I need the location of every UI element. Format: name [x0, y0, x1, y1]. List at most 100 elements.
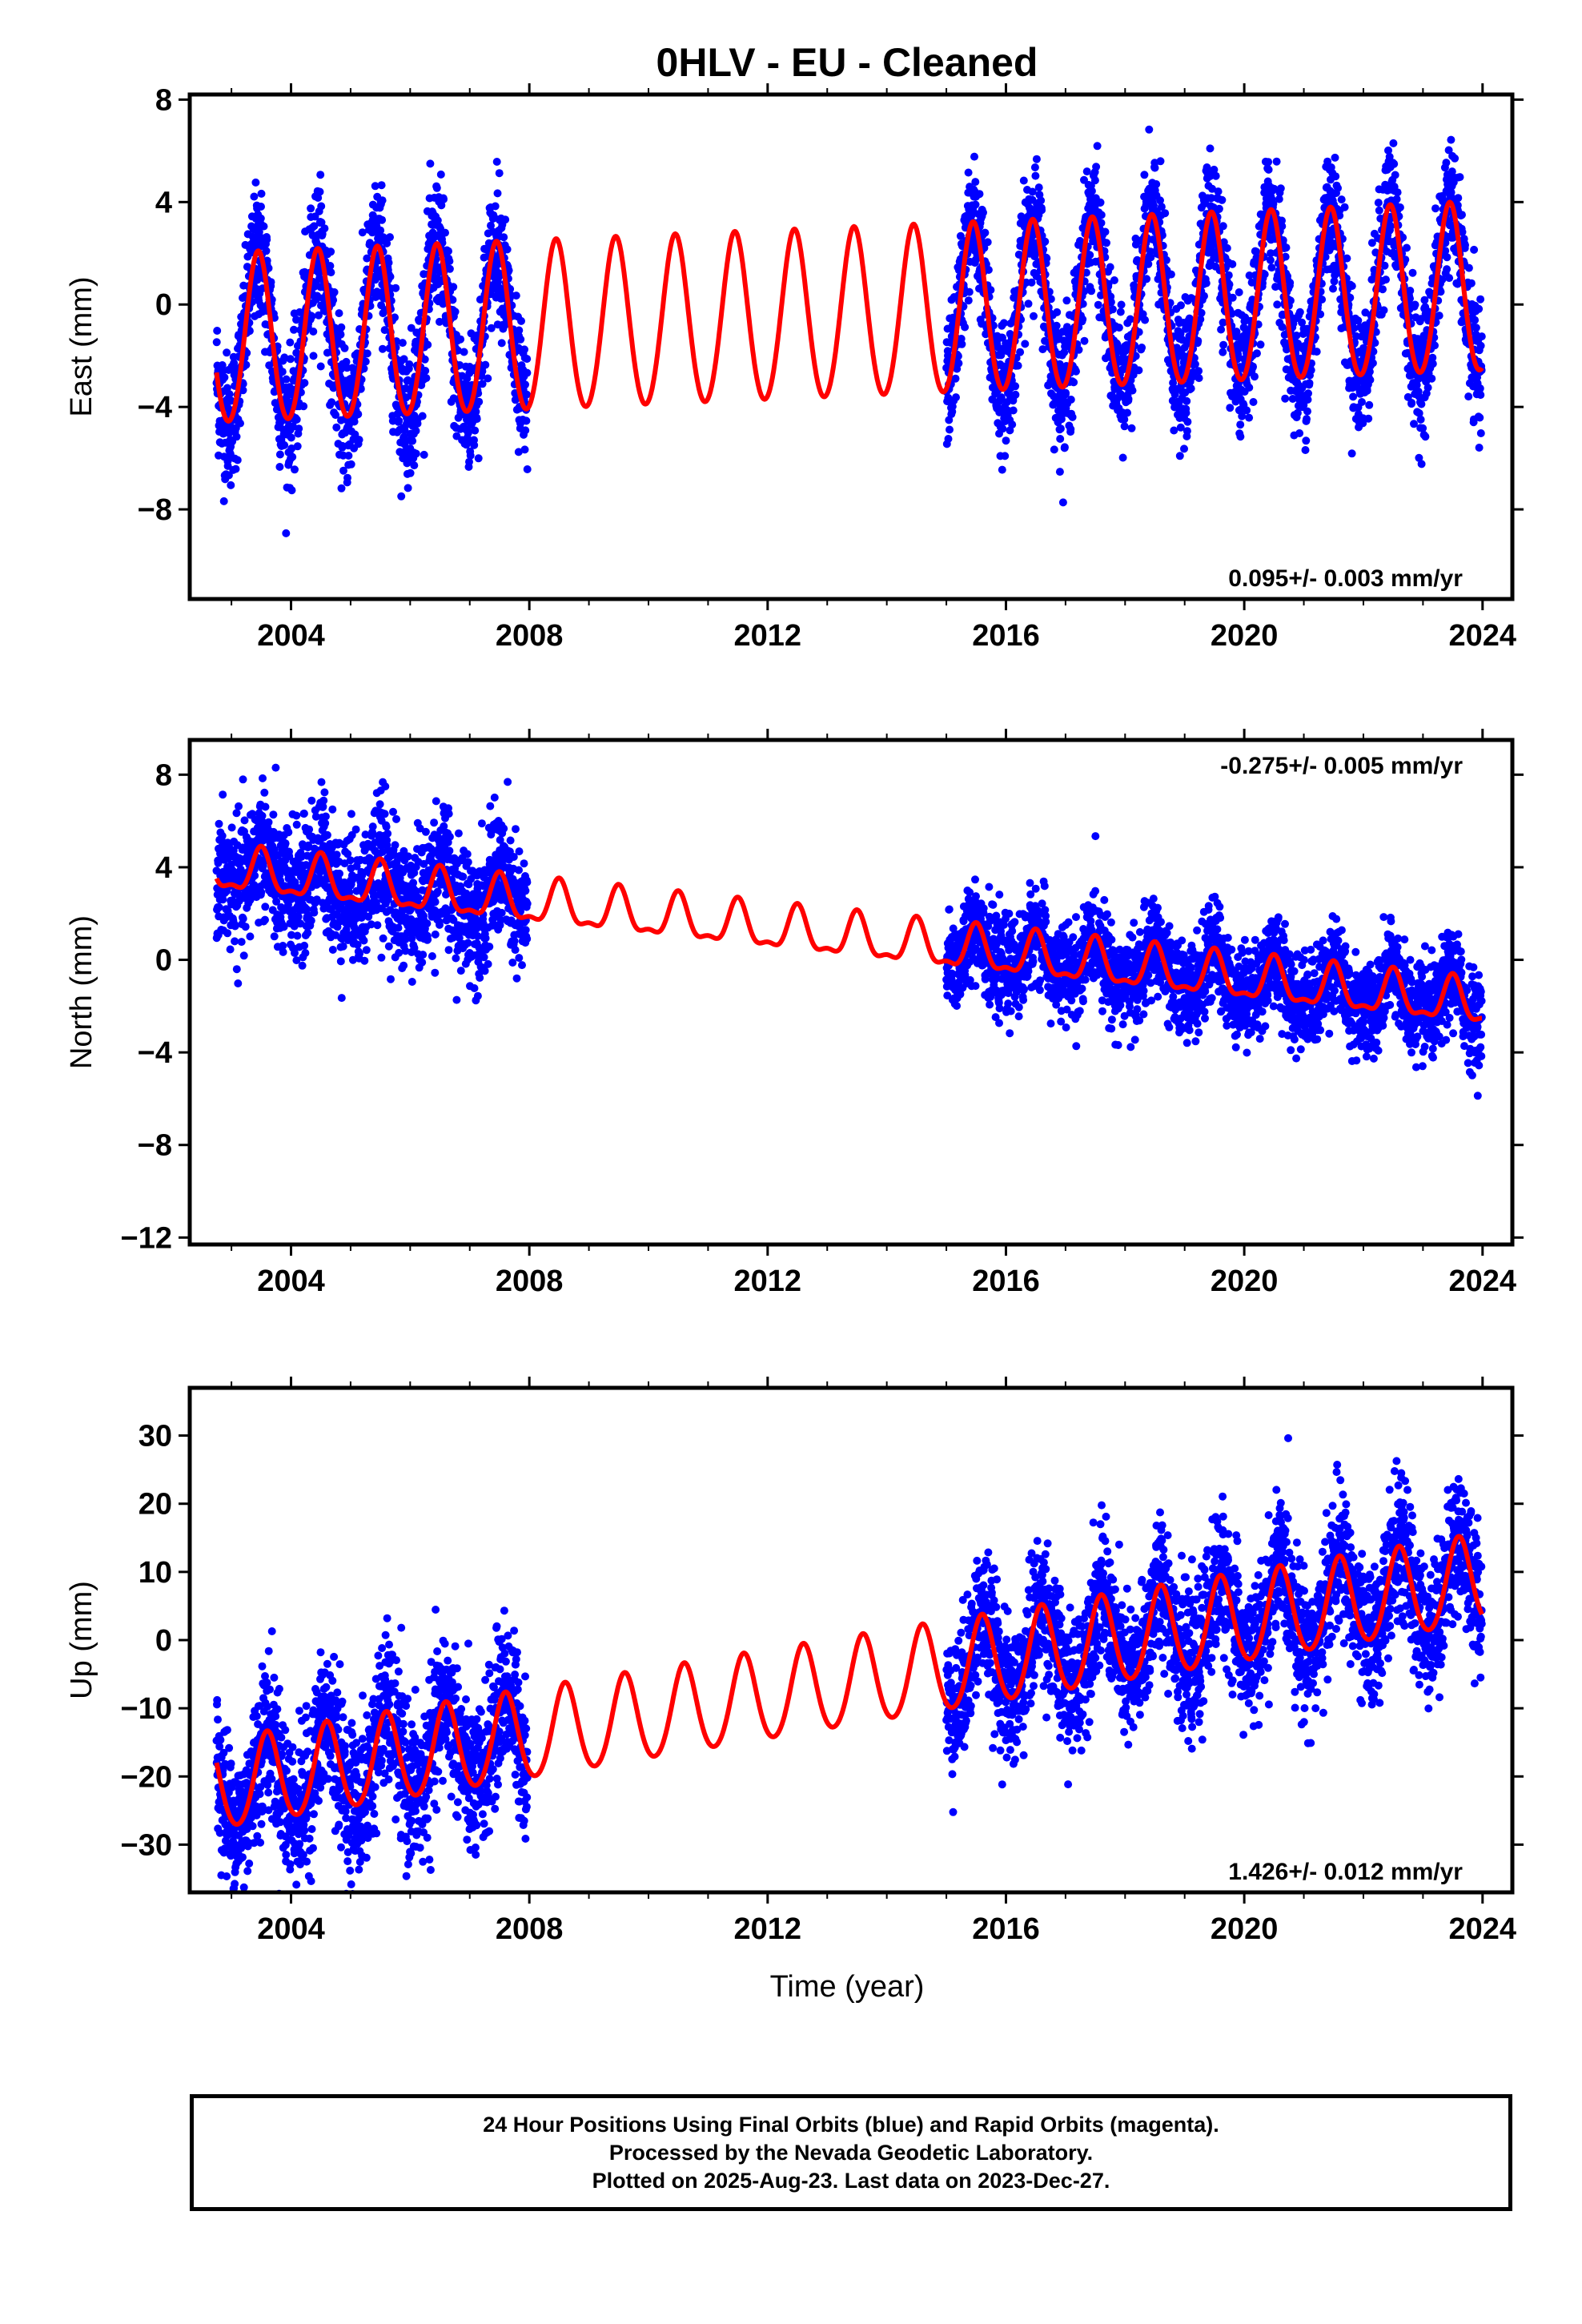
data-point: [951, 374, 960, 383]
data-point: [1108, 305, 1117, 314]
data-point: [261, 802, 270, 811]
data-point: [224, 471, 233, 480]
data-point: [327, 268, 335, 277]
data-point: [1052, 321, 1061, 330]
data-point: [445, 257, 454, 266]
data-point: [1349, 392, 1358, 401]
data-point: [1068, 412, 1077, 421]
data-point: [1366, 376, 1375, 384]
data-point: [261, 915, 269, 924]
y-tick-label: 8: [155, 83, 172, 117]
data-point: [1219, 222, 1227, 231]
data-point: [998, 424, 1007, 433]
data-point: [245, 327, 254, 336]
data-point: [1197, 308, 1206, 317]
data-point: [1219, 348, 1227, 356]
data-point: [1058, 498, 1067, 507]
data-point: [262, 247, 271, 255]
data-point: [493, 189, 502, 198]
data-point: [1368, 359, 1377, 368]
data-point: [1316, 310, 1325, 319]
data-point: [1106, 263, 1114, 271]
data-point: [1286, 279, 1295, 287]
data-point: [515, 326, 524, 335]
data-point: [292, 811, 301, 820]
data-point: [1102, 239, 1110, 247]
data-point: [424, 340, 432, 349]
data-point: [1391, 171, 1399, 179]
data-point: [466, 451, 475, 460]
data-point: [1156, 157, 1165, 166]
data-point: [952, 393, 960, 402]
data-point: [1202, 279, 1211, 287]
data-point: [1272, 157, 1281, 166]
data-point: [1030, 312, 1038, 320]
data-point: [1386, 222, 1395, 231]
data-point: [1278, 323, 1287, 332]
data-point: [1180, 444, 1188, 453]
data-point: [314, 194, 323, 202]
data-point: [1273, 300, 1282, 309]
figure-title: 0HLV - EU - Cleaned: [656, 40, 1038, 85]
data-point: [292, 820, 301, 829]
data-point: [332, 850, 341, 859]
data-point: [1031, 171, 1040, 180]
data-point: [337, 484, 346, 493]
data-point: [1144, 259, 1153, 268]
data-point: [1194, 336, 1203, 345]
x-tick-label: 2016: [972, 619, 1040, 653]
data-point: [433, 216, 442, 225]
data-point: [415, 316, 424, 325]
data-point: [227, 480, 235, 489]
data-point: [282, 375, 291, 384]
data-point: [1114, 324, 1123, 332]
data-point: [256, 214, 265, 223]
data-point: [232, 965, 241, 974]
data-point: [1331, 153, 1339, 162]
data-point: [1218, 195, 1227, 204]
data-point: [343, 473, 351, 482]
data-point: [329, 296, 338, 304]
data-point: [448, 296, 457, 304]
data-point: [293, 442, 302, 451]
data-point: [1182, 408, 1191, 417]
data-point: [239, 915, 247, 923]
data-point: [504, 266, 513, 275]
data-point: [1146, 253, 1155, 262]
data-point: [956, 231, 965, 240]
data-point: [412, 449, 420, 458]
data-point: [363, 349, 371, 358]
data-point: [410, 461, 419, 470]
data-point: [517, 316, 525, 325]
data-point: [1183, 417, 1192, 426]
data-point: [287, 433, 295, 442]
data-point: [1302, 436, 1311, 445]
data-point: [1379, 285, 1387, 294]
data-point: [1038, 345, 1047, 354]
data-point: [231, 937, 239, 946]
data-point: [964, 296, 973, 305]
data-point: [1019, 176, 1028, 185]
data-point: [1042, 254, 1051, 263]
data-point: [212, 338, 221, 347]
y-tick-label: −8: [138, 493, 172, 527]
data-point: [1090, 176, 1099, 185]
data-point: [522, 390, 531, 399]
data-point: [1017, 212, 1026, 221]
data-point: [495, 169, 504, 178]
data-point: [330, 287, 339, 296]
data-point: [979, 208, 987, 217]
data-point: [1142, 275, 1151, 283]
data-point: [1206, 144, 1215, 153]
data-point: [1176, 423, 1185, 432]
data-point: [975, 190, 984, 199]
data-point: [280, 353, 289, 362]
y-tick-label: 4: [155, 186, 172, 219]
data-point: [965, 287, 974, 296]
data-point: [1228, 259, 1237, 268]
data-point: [307, 796, 316, 805]
data-point: [261, 903, 270, 911]
data-point: [1421, 432, 1430, 441]
data-point: [287, 444, 296, 452]
data-point: [1219, 238, 1228, 247]
